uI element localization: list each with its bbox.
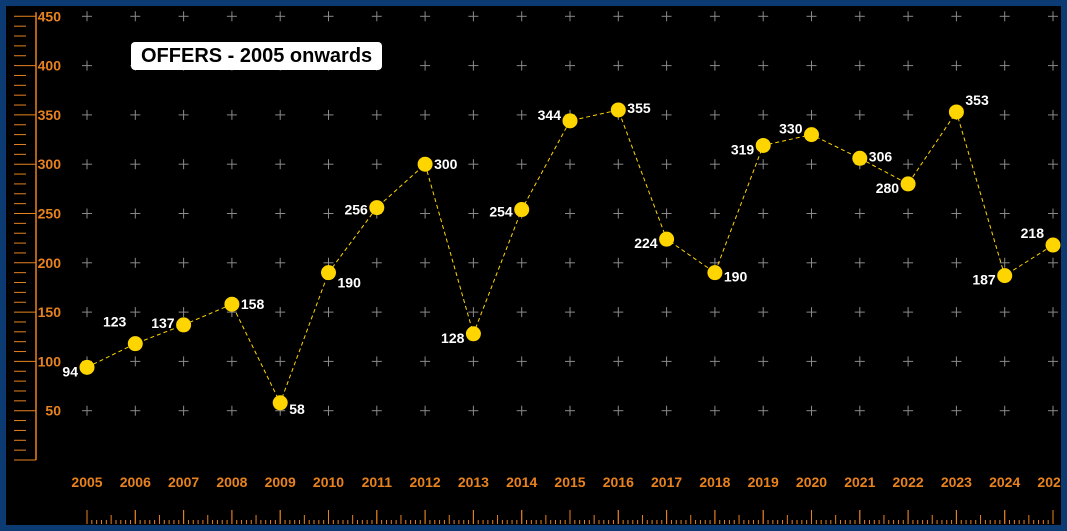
- x-tick-label: 2013: [458, 474, 489, 490]
- y-tick-label: 300: [38, 156, 62, 172]
- y-tick-label: 450: [38, 8, 62, 24]
- data-label: 280: [876, 180, 900, 196]
- data-point: [1045, 237, 1061, 253]
- data-label: 128: [441, 330, 465, 346]
- x-tick-label: 2008: [216, 474, 247, 490]
- data-label: 187: [972, 272, 996, 288]
- data-label: 190: [724, 269, 748, 285]
- data-point: [321, 265, 336, 281]
- x-tick-label: 2012: [410, 474, 441, 490]
- data-point: [900, 176, 916, 192]
- data-label: 190: [338, 275, 362, 291]
- x-tick-label: 2010: [313, 474, 344, 490]
- chart-frame: 50 100 150 200 250 300 350 400 450 2005 2006 2007 20…: [6, 6, 1061, 525]
- data-point: [79, 359, 95, 375]
- data-point: [659, 231, 675, 247]
- data-point: [707, 265, 723, 281]
- data-label: 254: [489, 204, 513, 220]
- x-tick-label: 2023: [941, 474, 972, 490]
- x-tick-label: 2024: [989, 474, 1020, 490]
- data-label: 306: [869, 148, 893, 164]
- y-tick-label: 100: [38, 353, 62, 369]
- data-point: [804, 127, 819, 143]
- data-label: 218: [1021, 225, 1045, 241]
- data-label: 353: [965, 92, 989, 108]
- chart-title: OFFERS - 2005 onwards: [131, 42, 383, 70]
- data-point: [272, 395, 288, 411]
- x-tick-label: 2020: [796, 474, 827, 490]
- data-label: 355: [627, 100, 651, 116]
- data-point: [514, 202, 530, 218]
- y-tick-label: 50: [45, 403, 61, 419]
- data-point: [369, 200, 385, 216]
- x-tick-label: 2021: [844, 474, 875, 490]
- data-point: [224, 296, 240, 312]
- x-tick-label: 2017: [651, 474, 682, 490]
- data-point: [610, 102, 626, 118]
- x-tick-label: 2019: [748, 474, 779, 490]
- data-label: 137: [151, 315, 175, 331]
- data-point: [997, 268, 1013, 284]
- data-point: [755, 137, 771, 153]
- data-point: [465, 326, 481, 342]
- y-tick-label: 400: [38, 58, 62, 74]
- x-tick-label: 2025: [1037, 474, 1061, 490]
- data-label: 300: [434, 156, 458, 172]
- x-tick-label: 2022: [893, 474, 924, 490]
- data-point: [562, 113, 578, 129]
- x-tick-label: 2016: [603, 474, 634, 490]
- x-tick-label: 2006: [120, 474, 151, 490]
- data-label: 319: [731, 141, 755, 157]
- x-tick-label: 2011: [362, 474, 393, 490]
- y-tick-label: 150: [38, 304, 62, 320]
- data-label: 158: [241, 296, 265, 312]
- y-tick-label: 350: [38, 107, 62, 123]
- data-label: 94: [62, 363, 78, 379]
- x-tick-label: 2015: [554, 474, 585, 490]
- data-label: 256: [344, 202, 368, 218]
- data-point: [417, 156, 433, 172]
- y-tick-label: 200: [38, 255, 62, 271]
- x-tick-label: 2018: [699, 474, 730, 490]
- data-label: 330: [779, 121, 803, 137]
- data-point: [948, 104, 964, 120]
- data-label: 224: [634, 235, 658, 251]
- x-tick-label: 2014: [506, 474, 537, 490]
- y-tick-label: 250: [38, 206, 62, 222]
- data-label: 344: [538, 107, 562, 123]
- offers-line-chart: 50 100 150 200 250 300 350 400 450 2005 2006 2007 20…: [14, 8, 1061, 524]
- x-tick-label: 2009: [265, 474, 296, 490]
- data-point: [852, 150, 868, 166]
- data-label: 123: [103, 314, 127, 330]
- x-tick-label: 2005: [71, 474, 102, 490]
- series-line: [86, 109, 1054, 405]
- data-label: 58: [289, 401, 305, 417]
- data-point: [127, 336, 143, 352]
- data-point: [176, 317, 192, 333]
- x-tick-label: 2007: [168, 474, 199, 490]
